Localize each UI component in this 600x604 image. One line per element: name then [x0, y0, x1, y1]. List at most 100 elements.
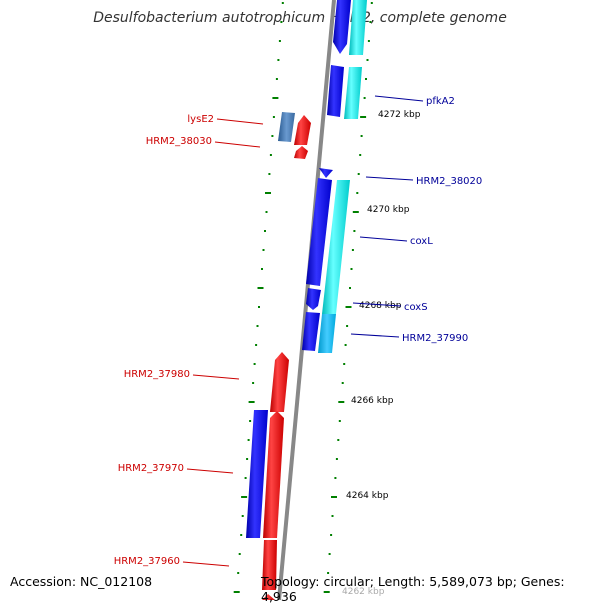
tick-mark — [334, 477, 337, 479]
tick-mark — [331, 496, 337, 498]
tick-mark — [345, 306, 352, 308]
gene-label-coxS[interactable]: coxS — [404, 302, 428, 313]
gene-label-HRM2-37970[interactable]: HRM2_37970 — [118, 463, 184, 474]
gene-HRM2-37960[interactable] — [262, 540, 277, 590]
tick-mark — [256, 325, 259, 327]
tick-mark — [268, 173, 271, 175]
tick-mark — [338, 401, 345, 403]
tick-mark — [359, 154, 362, 156]
tick-mark — [369, 21, 372, 23]
right-gene-labels: pfkA2 HRM2_38020 coxL coxS HRM2_37990 — [350, 95, 482, 344]
tick-mark — [327, 572, 330, 574]
gene-top-blue[interactable] — [333, 0, 351, 54]
gene-lysE2[interactable] — [278, 112, 295, 142]
accession-text: Accession: NC_012108 — [10, 574, 153, 589]
tick-mark — [238, 553, 241, 555]
tick-mark — [366, 59, 369, 61]
tick-mark — [349, 287, 351, 289]
tick-mark — [261, 268, 263, 270]
tick-mark — [337, 439, 340, 441]
gene-label-coxL[interactable]: coxL — [410, 236, 433, 247]
tick-mark — [360, 135, 363, 137]
label-leader — [352, 302, 402, 307]
tick-mark — [253, 363, 256, 365]
tick-mark — [269, 154, 272, 156]
tick-mark — [360, 116, 367, 118]
gene-label-HRM2-38030[interactable]: HRM2_38030 — [146, 136, 212, 147]
tick-mark — [241, 496, 248, 498]
gene-HRM2-38020[interactable] — [319, 168, 333, 178]
left-gene-labels: lysE2 HRM2_38030 HRM2_37980 HRM2_37970 H… — [114, 114, 264, 567]
gene-coxS-blue-2[interactable] — [302, 312, 320, 351]
label-leader — [192, 374, 240, 380]
gene-coxS-blue[interactable] — [306, 288, 321, 310]
gene-lysE2-red[interactable] — [294, 115, 311, 145]
tick-mark — [352, 211, 359, 213]
gene-coxL[interactable] — [322, 180, 350, 314]
tick-mark — [241, 515, 244, 517]
kbp-label: 4264 kbp — [346, 491, 389, 501]
tick-mark — [338, 420, 341, 422]
tick-mark — [278, 40, 281, 42]
kbp-label: 4272 kbp — [378, 110, 421, 120]
tick-mark — [351, 249, 354, 251]
tick-mark — [252, 382, 255, 384]
gene-label-pfkA2[interactable]: pfkA2 — [426, 96, 455, 107]
gene-HRM2-38030[interactable] — [294, 146, 308, 159]
tick-mark — [331, 515, 334, 517]
tick-mark — [346, 325, 349, 327]
label-leader — [359, 236, 408, 242]
label-leader — [350, 333, 400, 338]
gene-HRM2-37970[interactable] — [263, 411, 284, 538]
tick-mark — [255, 344, 258, 346]
gene-HRM2-37980[interactable] — [270, 352, 289, 412]
tick-mark — [344, 344, 347, 346]
tick-mark — [323, 591, 330, 593]
gene-label-lysE2[interactable]: lysE2 — [187, 114, 214, 125]
gene-label-HRM2-37960[interactable]: HRM2_37960 — [114, 556, 180, 567]
tick-mark — [244, 477, 247, 479]
tick-mark — [335, 458, 338, 460]
label-leader — [214, 141, 261, 148]
kbp-label: 4270 kbp — [367, 205, 410, 215]
tick-mark — [363, 97, 366, 99]
gene-label-HRM2-38020[interactable]: HRM2_38020 — [416, 176, 482, 187]
tick-ring-outer — [323, 2, 373, 593]
tick-mark — [249, 420, 252, 422]
tick-mark — [272, 116, 275, 118]
tick-mark — [365, 78, 367, 80]
gene-label-HRM2-37990[interactable]: HRM2_37990 — [402, 333, 468, 344]
tick-mark — [271, 135, 274, 137]
tick-mark — [367, 40, 370, 42]
kbp-label: 4268 kbp — [359, 301, 402, 311]
gene-pfkA2-blue[interactable] — [327, 65, 344, 117]
tick-mark — [233, 591, 240, 593]
label-leader — [365, 176, 414, 181]
gene-pfkA2[interactable] — [344, 67, 362, 119]
gene-HRM2-37970-blue[interactable] — [246, 410, 268, 538]
tick-ring-inner — [233, 2, 284, 593]
gene-bottom-red[interactable] — [262, 594, 275, 600]
tick-mark — [343, 363, 346, 365]
kbp-labels: 4272 kbp 4270 kbp 4268 kbp 4266 kbp 4264… — [342, 110, 421, 597]
kbp-label: 4262 kbp — [342, 587, 385, 597]
gene-label-HRM2-37980[interactable]: HRM2_37980 — [124, 369, 190, 380]
tick-mark — [280, 21, 283, 23]
tick-mark — [237, 572, 240, 574]
tick-mark — [328, 553, 331, 555]
gene-top-cyan[interactable] — [349, 0, 367, 55]
gene-HRM2-37990[interactable] — [318, 314, 336, 353]
tick-mark — [357, 173, 360, 175]
label-leader — [216, 118, 264, 125]
reverse-strand-genes — [246, 112, 311, 600]
tick-mark — [248, 401, 255, 403]
tick-mark — [265, 211, 268, 213]
gene-coxL-blue[interactable] — [306, 178, 332, 286]
tick-mark — [275, 78, 278, 80]
tick-mark — [330, 534, 333, 536]
tick-mark — [240, 534, 243, 536]
tick-mark — [353, 230, 356, 232]
tick-mark — [247, 439, 250, 441]
tick-mark — [246, 458, 249, 460]
